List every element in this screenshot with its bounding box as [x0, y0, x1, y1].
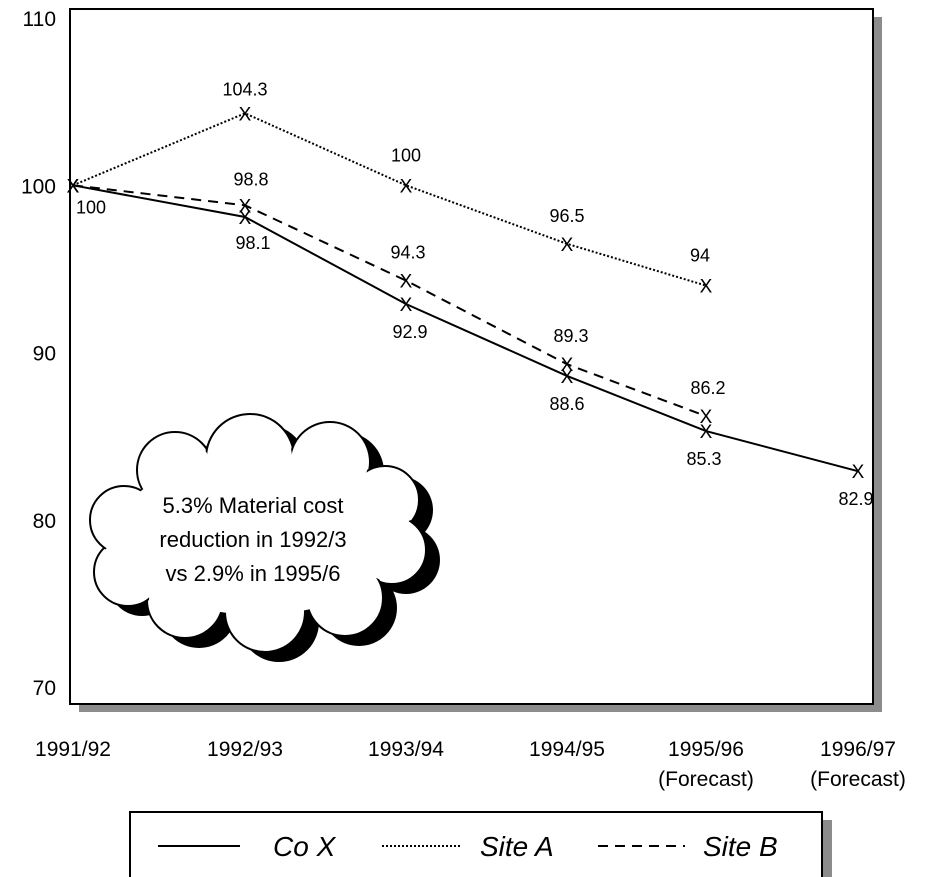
data-label: 82.9	[838, 489, 873, 509]
x-axis: 1991/92 1992/93 1993/94 1994/95 1995/96 (Fore…	[35, 738, 906, 791]
y-tick-label: 110	[23, 8, 56, 31]
data-point-marker: X	[561, 367, 574, 388]
x-tick-label: 1995/96	[668, 738, 744, 761]
y-axis: 70 80 90 100 110	[21, 8, 56, 700]
y-tick-label: 90	[33, 343, 56, 366]
annotation-line-2: reduction in 1992/3	[159, 527, 346, 552]
data-point-marker: X	[700, 422, 713, 443]
data-label: 98.1	[235, 233, 270, 253]
data-label: 94	[690, 246, 710, 266]
x-tick-label: 1992/93	[207, 738, 283, 761]
data-label: 88.6	[549, 394, 584, 414]
cloud-fill	[92, 416, 424, 650]
series-line-site-a	[72, 112, 707, 287]
x-tick-label: 1994/95	[529, 738, 605, 761]
data-point-marker: X	[561, 235, 574, 256]
data-point-marker: X	[400, 272, 413, 293]
data-label: 96.5	[549, 206, 584, 226]
data-label: 86.2	[690, 378, 725, 398]
y-tick-label: 70	[33, 677, 56, 700]
legend-label-co-x: Co X	[273, 831, 337, 862]
series-line-co-x	[72, 184, 859, 473]
data-point-marker: X	[400, 295, 413, 316]
annotation-cloud: 5.3% Material cost reduction in 1992/3 v…	[89, 413, 440, 662]
data-label: 85.3	[686, 449, 721, 469]
series-lines	[72, 112, 859, 473]
data-label: 94.3	[390, 243, 425, 263]
data-label: 100	[391, 145, 421, 165]
data-label: 89.3	[553, 326, 588, 346]
x-tick-label: (Forecast)	[810, 768, 906, 791]
legend-label-site-a: Site A	[480, 831, 554, 862]
legend-item-co-x: Co X	[158, 831, 337, 862]
legend-item-site-b: Site B	[598, 831, 778, 862]
data-point-marker: X	[67, 176, 80, 197]
data-point-marker: X	[700, 277, 713, 298]
data-point-marker: X	[852, 462, 865, 483]
data-label: 92.9	[392, 322, 427, 342]
legend: Co X Site A Site B	[129, 811, 832, 877]
x-tick-label: 1993/94	[368, 738, 444, 761]
series-line-site-b	[72, 184, 707, 418]
annotation-line-1: 5.3% Material cost	[163, 493, 344, 518]
legend-box	[129, 811, 823, 877]
data-point-marker: X	[67, 176, 80, 197]
legend-item-site-a: Site A	[382, 831, 554, 862]
data-label: 104.3	[222, 79, 267, 99]
data-label: 98.8	[233, 169, 268, 189]
data-point-marker: X	[700, 407, 713, 428]
y-tick-label: 100	[21, 175, 56, 198]
y-tick-label: 80	[33, 510, 56, 533]
data-point-marker: X	[239, 208, 252, 229]
data-labels: 100 98.1 92.9 88.6 85.3 82.9 104.3 100 96.5 94 98.…	[76, 79, 874, 509]
data-point-marker: X	[400, 176, 413, 197]
x-tick-label: (Forecast)	[658, 768, 754, 791]
data-point-marker: X	[239, 104, 252, 125]
data-label: 100	[76, 197, 106, 217]
data-point-marker: X	[67, 176, 80, 197]
x-tick-label: 1991/92	[35, 738, 111, 761]
data-point-marker: X	[561, 355, 574, 376]
x-tick-label: 1996/97	[820, 738, 896, 761]
annotation-line-3: vs 2.9% in 1995/6	[166, 561, 341, 586]
data-point-marker: X	[239, 196, 252, 217]
legend-label-site-b: Site B	[703, 831, 778, 862]
